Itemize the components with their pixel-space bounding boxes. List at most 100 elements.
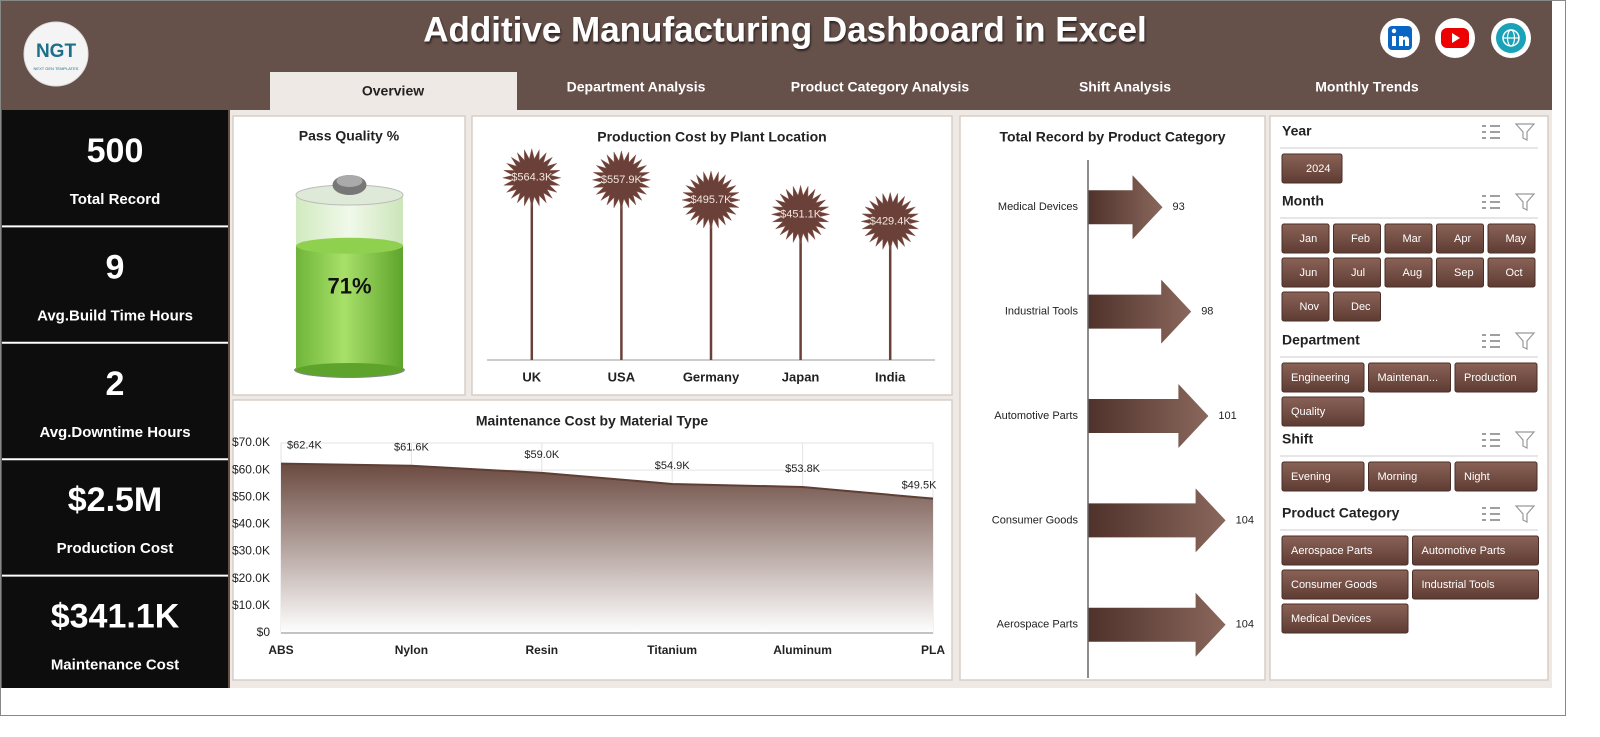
multi-select-icon[interactable] [1482,507,1500,521]
slicer-item[interactable]: Sep [1454,267,1474,279]
slicer-item[interactable]: Oct [1506,267,1523,279]
slicer-button[interactable] [1333,291,1381,322]
slicer-item[interactable]: 2024 [1306,163,1330,175]
x-tick-label: USA [608,369,636,384]
slicer-button[interactable] [1281,569,1409,600]
slicer-button[interactable] [1368,461,1451,492]
slicer-item[interactable]: Feb [1351,233,1370,245]
slicer-button[interactable] [1281,257,1330,288]
chart-title: Total Record by Product Category [999,129,1225,145]
x-tick-label: UK [522,369,541,384]
slicer-button[interactable] [1368,362,1451,393]
chart-title: Production Cost by Plant Location [597,129,826,145]
slicer-item[interactable]: Automotive Parts [1422,545,1506,557]
slicer-item[interactable]: Jul [1351,267,1365,279]
tab[interactable]: Overview [362,83,424,99]
chart-title: Pass Quality % [299,128,400,144]
tab[interactable]: Department Analysis [567,79,706,95]
slicer-button[interactable] [1384,257,1433,288]
slicer-item[interactable]: Dec [1351,301,1371,313]
lollipop-head [681,170,741,230]
slicer-item[interactable]: Morning [1378,471,1418,483]
slicer-item[interactable]: Aerospace Parts [1291,545,1373,557]
slicer-item[interactable]: Nov [1300,301,1320,313]
logo-text: NGT [36,41,77,62]
slicer-button[interactable] [1412,535,1539,566]
clear-filter-icon[interactable] [1514,505,1536,523]
slicer-item[interactable]: Jan [1300,233,1318,245]
multi-select-icon[interactable] [1482,125,1500,139]
slicer-item[interactable]: Night [1464,471,1490,483]
clear-filter-icon[interactable] [1514,193,1536,211]
slicer-button[interactable] [1487,257,1536,288]
border [0,0,1566,716]
clear-filter-icon[interactable] [1514,123,1536,141]
kpi-label: Avg.Build Time Hours [37,307,193,324]
slicer-title: Month [1282,193,1324,209]
slicer-item[interactable]: Consumer Goods [1291,579,1378,591]
value-label: $557.9K [601,174,643,186]
slicer-button[interactable] [1281,396,1365,427]
slicer-item[interactable]: Aug [1403,267,1423,279]
value-label: $451.1K [780,208,822,220]
value-label: $429.4K [870,215,912,227]
slicer-button[interactable] [1384,223,1433,254]
slicer-button[interactable] [1281,461,1365,492]
slicer-item[interactable]: Apr [1454,233,1471,245]
value-label: $59.0K [524,449,560,461]
slicer-item[interactable]: Production [1464,372,1517,384]
y-tick-label: Consumer Goods [992,514,1079,526]
slicer-button[interactable] [1454,461,1538,492]
tab[interactable]: Shift Analysis [1079,79,1171,95]
tab[interactable]: Monthly Trends [1315,79,1419,95]
slicer-button[interactable] [1436,223,1484,254]
slicer-button[interactable] [1281,291,1330,322]
clear-filter-icon[interactable] [1514,431,1536,449]
value-label: 98 [1201,306,1213,318]
value-label: $62.4K [287,440,323,452]
multi-select-icon[interactable] [1482,195,1500,209]
linkedin-icon[interactable] [1380,18,1420,58]
slicer-item[interactable]: Maintenan... [1378,372,1439,384]
slicer-item[interactable]: Jun [1300,267,1318,279]
tab[interactable]: Product Category Analysis [791,79,970,95]
slicer-button[interactable] [1436,257,1484,288]
value-label: 71% [327,274,371,299]
slicer-title: Product Category [1282,505,1400,521]
slicer-item[interactable]: Industrial Tools [1422,579,1496,591]
slicer-button[interactable] [1333,223,1381,254]
kpi-label: Production Cost [57,540,174,557]
kpi-value: 9 [106,248,125,286]
slicer-item[interactable]: Mar [1403,233,1422,245]
youtube-icon[interactable] [1435,18,1475,58]
slicer-item[interactable]: Engineering [1291,372,1350,384]
tab-active[interactable] [270,72,517,110]
multi-select-icon[interactable] [1482,433,1500,447]
kpi-value: 2 [106,365,125,403]
slicer-button[interactable] [1281,153,1343,184]
logo-subtitle: NEXT GEN TEMPLATES [34,66,79,71]
value-label: 104 [1236,514,1254,526]
y-tick-label: $50.0K [232,489,270,503]
slicer-button[interactable] [1281,223,1330,254]
slicer-button[interactable] [1454,362,1538,393]
slicer-button[interactable] [1281,603,1409,634]
y-tick-label: $60.0K [232,462,270,476]
area-line [280,462,934,500]
slicer-button[interactable] [1412,569,1539,600]
web-icon[interactable] [1491,18,1531,58]
slicer-item[interactable]: Evening [1291,471,1331,483]
slicer-item[interactable]: Medical Devices [1291,613,1372,625]
battery-fill-bottom [296,363,403,377]
slicer-item[interactable]: Quality [1291,406,1326,418]
arrow-bar [1088,175,1163,240]
multi-select-icon[interactable] [1482,334,1500,348]
slicer-button[interactable] [1487,223,1536,254]
clear-filter-icon[interactable] [1514,332,1536,350]
kpi-label: Total Record [70,191,161,208]
slicer-button[interactable] [1281,535,1409,566]
y-tick-label: Automotive Parts [994,410,1078,422]
slicer-button[interactable] [1333,257,1381,288]
slicer-button[interactable] [1281,362,1365,393]
slicer-item[interactable]: May [1506,233,1527,245]
